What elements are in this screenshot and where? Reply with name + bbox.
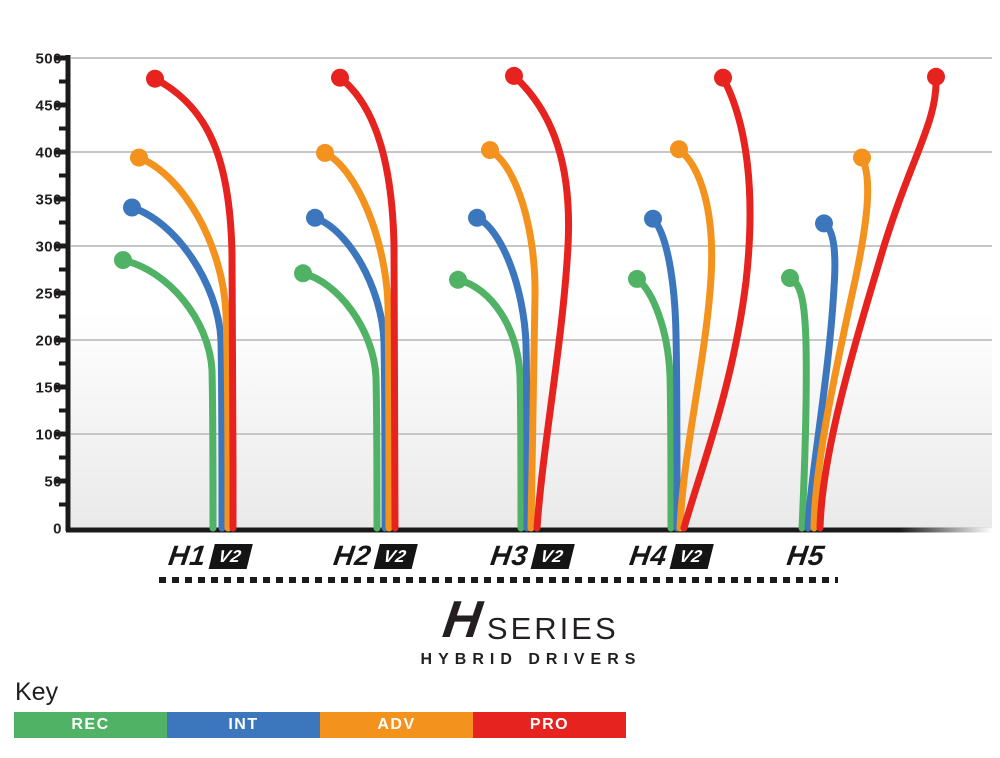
flight-chart: 0 50 100 150 200 250 300 350 400 450 500 (35, 51, 992, 538)
flight-path-h5-pro (816, 73, 940, 532)
flight-endpoint-h4-rec (628, 269, 646, 288)
disc-label-h4: H4 V2 (627, 540, 714, 572)
disc-name-h5: H5 (784, 540, 828, 571)
flight-endpoint-h4-int (644, 209, 662, 228)
axis-label-350: 350 (35, 192, 62, 209)
key-label-rec: REC (71, 716, 110, 733)
key-title: Key (15, 678, 59, 706)
axis-label-250: 250 (35, 286, 62, 303)
flight-endpoint-h2-adv (316, 143, 334, 162)
flight-endpoint-h5-pro (927, 67, 945, 86)
flight-path-h3-rec (454, 276, 525, 532)
axis-label-300: 300 (35, 239, 62, 256)
flight-endpoint-h5-adv (853, 148, 871, 167)
axis-label-150: 150 (35, 380, 62, 397)
flight-endpoint-h3-adv (481, 141, 499, 160)
dotted-divider (159, 577, 838, 583)
flight-endpoint-h1-rec (114, 251, 132, 270)
axis-label-450: 450 (35, 98, 62, 115)
flight-endpoint-h5-int (815, 214, 833, 233)
axis-label-200: 200 (35, 333, 62, 350)
logo-series-text: SERIES (486, 611, 619, 647)
key-label-pro: PRO (529, 716, 570, 733)
flight-path-h1-int (128, 204, 226, 532)
flight-path-h2-pro (336, 74, 399, 532)
flight-endpoint-h1-pro (146, 69, 164, 88)
flight-endpoint-h3-int (468, 208, 486, 227)
flight-endpoint-h5-rec (781, 269, 799, 287)
flight-path-h5-adv (810, 154, 872, 532)
flight-endpoint-h4-pro (714, 68, 732, 87)
disc-badge-h2: V2 (373, 543, 418, 569)
flight-path-h4-adv (675, 145, 716, 532)
disc-badge-h1: V2 (208, 543, 253, 569)
flight-path-h5-int (804, 219, 839, 532)
flight-path-h2-adv (321, 149, 393, 532)
axis-label-0: 0 (53, 521, 62, 538)
flight-path-h4-int (649, 215, 681, 532)
axis-label-100: 100 (35, 427, 62, 444)
disc-label-h3: H3 V2 (488, 540, 575, 572)
flight-path-h2-rec (299, 269, 381, 532)
disc-name-h3: H3 (488, 540, 531, 571)
disc-name-h4: H4 (627, 540, 670, 571)
disc-badge-h4: V2 (669, 543, 714, 569)
logo-subtitle: HYBRID DRIVERS (420, 650, 642, 668)
flight-endpoint-h2-rec (294, 264, 312, 283)
disc-labels: H1 V2 H2 V2 H3 V2 H4 V2 H5 (0, 540, 1000, 576)
flight-path-h1-pro (151, 75, 237, 532)
axis-label-500: 500 (35, 51, 62, 68)
disc-badge-h3: V2 (530, 543, 575, 569)
flight-path-h3-adv (486, 146, 539, 532)
key-segment-adv: ADV (320, 712, 473, 738)
flight-path-h4-rec (633, 275, 675, 532)
flight-endpoint-h3-pro (505, 66, 523, 85)
key-segment-rec: REC (14, 712, 167, 738)
flight-path-h1-adv (135, 154, 232, 532)
axis-label-50: 50 (44, 474, 62, 491)
series-logo-top: H SERIES (421, 591, 642, 649)
key-segment-int: INT (167, 712, 320, 738)
disc-name-h2: H2 (331, 540, 374, 571)
flight-endpoint-h3-rec (449, 270, 467, 289)
logo-h: H (439, 591, 486, 649)
disc-name-h1: H1 (166, 540, 209, 571)
series-logo: H SERIES HYBRID DRIVERS (420, 591, 642, 669)
flight-path-h1-rec (119, 256, 217, 532)
flight-endpoint-h2-int (306, 208, 324, 227)
flight-path-h2-int (311, 214, 389, 532)
key-label-int: INT (228, 716, 259, 733)
flight-path-h5-rec (786, 274, 810, 532)
disc-label-h5: H5 (784, 540, 828, 572)
flight-endpoint-h2-pro (331, 68, 349, 87)
disc-label-h2: H2 V2 (331, 540, 418, 572)
flight-endpoint-h4-adv (670, 140, 688, 159)
disc-label-h1: H1 V2 (166, 540, 253, 572)
key-bar: REC INT ADV PRO (14, 712, 626, 738)
flight-endpoint-h1-adv (130, 148, 148, 167)
axis-label-400: 400 (35, 145, 62, 162)
flight-path-h3-pro (510, 72, 573, 532)
key-label-adv: ADV (377, 716, 416, 733)
flight-path-h3-int (473, 214, 531, 532)
flight-endpoint-h1-int (123, 198, 141, 217)
key-segment-pro: PRO (473, 712, 626, 738)
flight-path-h4-pro (680, 74, 754, 532)
